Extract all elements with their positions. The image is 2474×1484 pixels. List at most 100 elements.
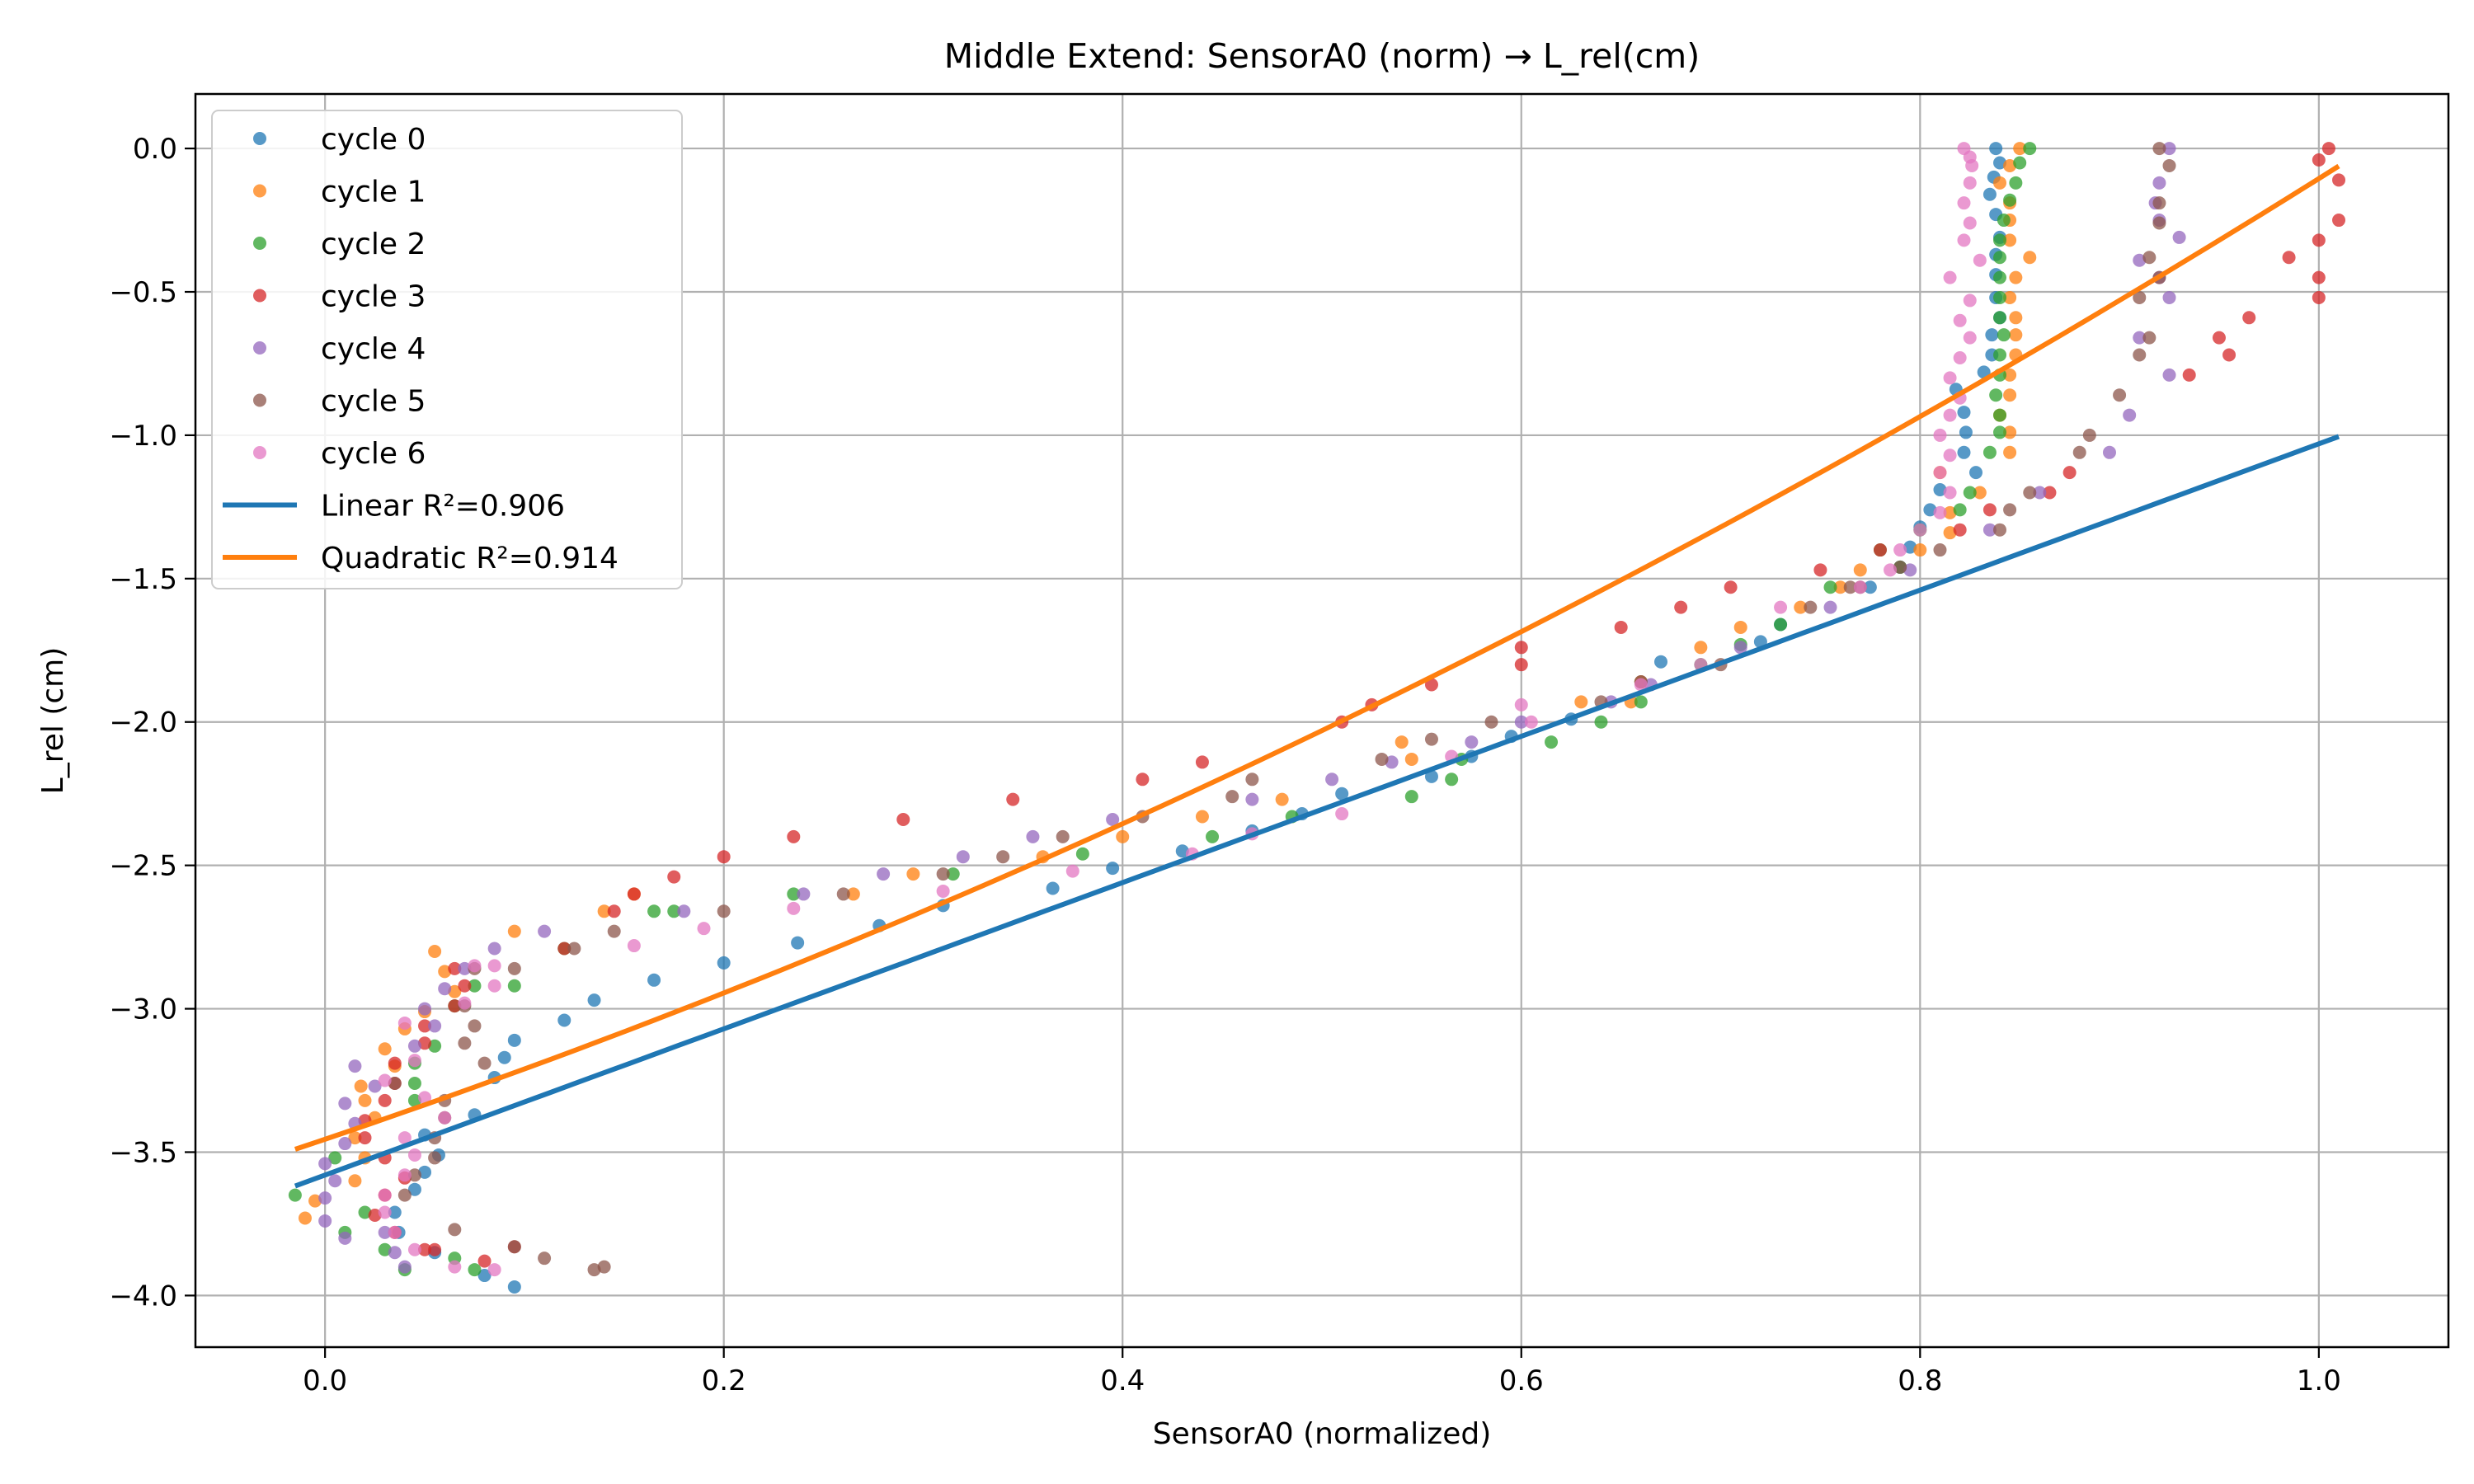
data-point	[1514, 641, 1528, 655]
data-point	[1594, 715, 1608, 729]
data-point	[1225, 790, 1239, 804]
data-point	[397, 1188, 412, 1202]
data-point	[378, 1188, 392, 1202]
data-point	[587, 1263, 601, 1277]
data-point	[1963, 294, 1977, 308]
data-point	[2332, 173, 2346, 187]
x-tick-label: 0.8	[1898, 1364, 1942, 1397]
data-point	[1853, 563, 1867, 577]
data-point	[2282, 251, 2296, 265]
data-point	[397, 1260, 412, 1274]
y-tick-label: −4.0	[109, 1280, 177, 1313]
data-point	[348, 1059, 362, 1073]
y-axis-label: L_rel (cm)	[36, 647, 70, 795]
data-point	[1514, 715, 1528, 729]
data-point	[896, 813, 910, 826]
data-point	[1195, 755, 1209, 769]
data-point	[378, 1042, 392, 1056]
data-point	[1574, 695, 1588, 709]
x-tick-label: 0.4	[1100, 1364, 1145, 1397]
data-point	[487, 959, 501, 973]
data-point	[407, 1182, 421, 1196]
data-point	[407, 1054, 421, 1068]
y-tick-label: −3.0	[109, 993, 177, 1026]
data-point	[2013, 156, 2027, 170]
data-point	[507, 924, 521, 938]
data-point	[717, 956, 731, 970]
data-point	[597, 1260, 611, 1274]
data-point	[797, 887, 811, 901]
data-point	[1106, 862, 1120, 876]
data-point	[2009, 311, 2023, 325]
data-point	[1933, 543, 1947, 557]
data-point	[1943, 371, 1957, 385]
data-point	[1794, 600, 1808, 614]
y-tick-label: −1.5	[109, 563, 177, 596]
legend-box	[211, 110, 683, 589]
legend-label: cycle 0	[321, 123, 426, 157]
data-point	[418, 1242, 432, 1256]
data-point	[418, 1165, 432, 1179]
data-point	[2133, 290, 2147, 304]
data-point	[1953, 503, 1967, 517]
data-point	[1634, 695, 1648, 709]
y-tick-label: −0.5	[109, 276, 177, 309]
data-point	[2162, 290, 2176, 304]
data-point	[787, 887, 801, 901]
data-point	[1989, 142, 2003, 156]
data-point	[1863, 580, 1877, 594]
data-point	[906, 867, 920, 881]
data-point	[936, 867, 950, 881]
data-point	[717, 904, 731, 918]
data-point	[308, 1194, 322, 1208]
x-axis-label: SensorA0 (normalized)	[1153, 1417, 1492, 1451]
data-point	[1973, 486, 1987, 500]
data-point	[1424, 732, 1438, 746]
data-point	[2312, 153, 2326, 167]
data-point	[1424, 769, 1438, 783]
data-point	[1993, 176, 2007, 190]
data-point	[1843, 580, 1857, 594]
data-point	[1006, 792, 1020, 806]
data-point	[2003, 193, 2017, 207]
data-point	[1514, 658, 1528, 672]
data-point	[1993, 523, 2007, 537]
data-point	[1969, 466, 1983, 480]
data-point	[487, 942, 501, 956]
data-point	[487, 979, 501, 993]
data-point	[1963, 216, 1977, 230]
data-point	[1873, 543, 1887, 557]
data-point	[667, 870, 681, 884]
data-point	[1375, 752, 1389, 766]
data-point	[1654, 655, 1668, 669]
data-point	[507, 1240, 521, 1254]
data-point	[338, 1231, 352, 1245]
data-point	[348, 1131, 362, 1145]
data-point	[2321, 142, 2335, 156]
legend-marker	[253, 341, 266, 355]
data-point	[1982, 445, 1997, 459]
data-point	[477, 1254, 492, 1268]
data-point	[2009, 176, 2023, 190]
data-point	[1424, 678, 1438, 692]
data-point	[1813, 563, 1827, 577]
data-point	[2003, 503, 2017, 517]
data-point	[397, 1131, 412, 1145]
data-point	[407, 1093, 421, 1107]
data-point	[1335, 807, 1349, 821]
data-point	[448, 1223, 462, 1237]
fit-lines	[294, 163, 2340, 1189]
data-point	[697, 922, 711, 936]
data-point	[1823, 580, 1837, 594]
data-point	[448, 999, 462, 1013]
data-point	[1913, 523, 1927, 537]
data-point	[1733, 620, 1747, 634]
data-point	[1993, 251, 2007, 265]
data-point	[487, 1263, 501, 1277]
data-point	[587, 993, 601, 1007]
data-point	[1993, 290, 2007, 304]
data-point	[318, 1214, 332, 1228]
data-point	[1982, 523, 1997, 537]
data-point	[507, 961, 521, 975]
legend-marker	[253, 446, 266, 459]
